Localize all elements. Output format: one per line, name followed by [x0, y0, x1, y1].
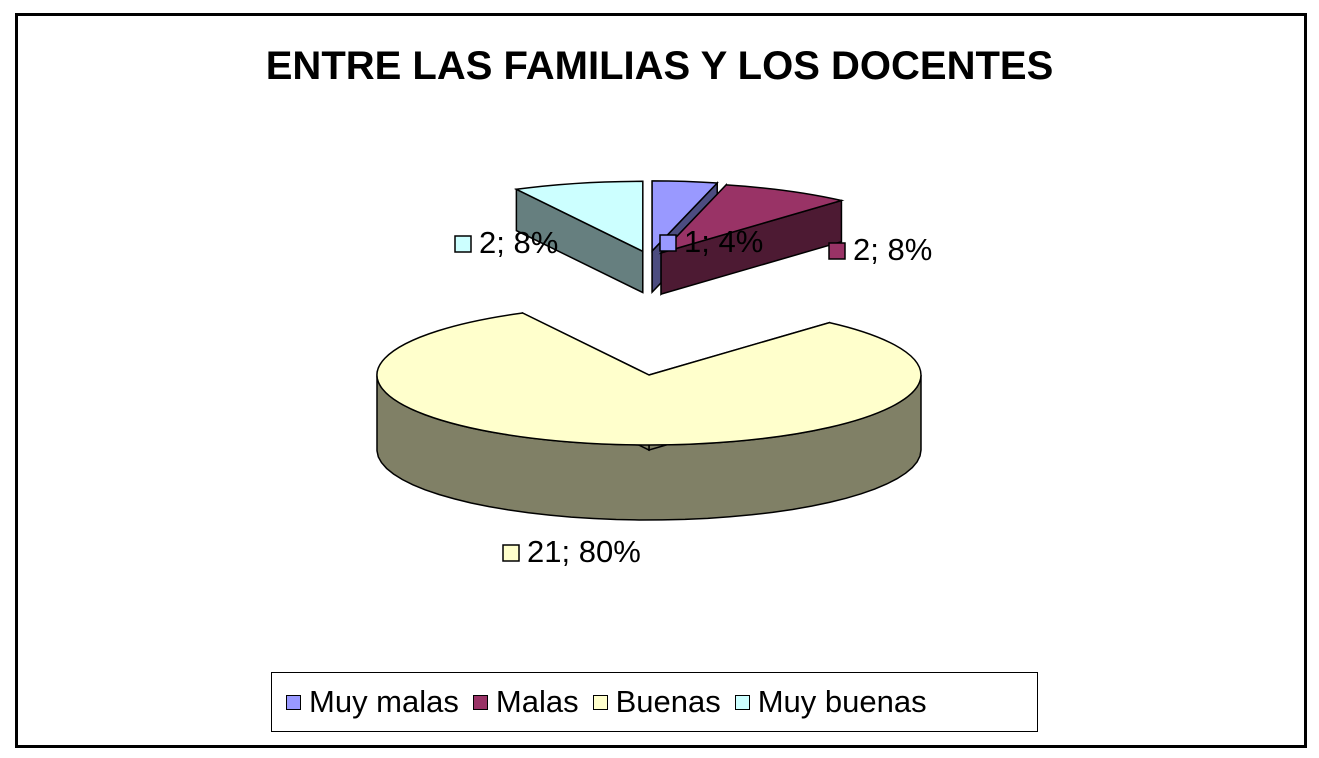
data-label-buenas: 21; 80%	[527, 534, 641, 569]
chart-title: ENTRE LAS FAMILIAS Y LOS DOCENTES	[265, 44, 1054, 88]
chart-legend: Muy malas Malas Buenas Muy buenas	[271, 672, 1038, 732]
data-label-malas: 2; 8%	[853, 232, 932, 267]
legend-item-muy-buenas: Muy buenas	[734, 684, 927, 720]
legend-swatch-malas	[472, 694, 488, 710]
legend-item-buenas: Buenas	[592, 684, 721, 720]
data-label-muy-buenas: 2; 8%	[479, 225, 558, 260]
legend-label-muy-malas: Muy malas	[309, 684, 459, 719]
pie-slice-buenas	[376, 312, 922, 446]
pie-slice-muy-malas	[651, 180, 719, 253]
pie-slice-malas	[658, 184, 845, 255]
data-label-key-malas	[828, 242, 846, 260]
legend-item-malas: Malas	[472, 684, 579, 720]
legend-item-muy-malas: Muy malas	[286, 684, 459, 720]
legend-label-malas: Malas	[495, 684, 579, 719]
legend-swatch-muy-malas	[286, 694, 301, 710]
data-label-key-muy-buenas	[454, 235, 472, 253]
pie-slice-muy-buenas	[513, 180, 644, 253]
data-label-key-buenas	[502, 544, 520, 562]
pie-data-labels: 1; 4% 2; 8% 21; 80% 2; 8%	[454, 224, 932, 569]
legend-label-muy-buenas: Muy buenas	[757, 684, 927, 719]
pie-top-layer	[376, 180, 922, 446]
legend-swatch-muy-buenas	[734, 694, 750, 710]
data-label-muy-malas: 1; 4%	[684, 224, 763, 259]
data-label-key-muy-malas	[659, 234, 677, 252]
legend-swatch-buenas	[592, 694, 608, 710]
legend-label-buenas: Buenas	[615, 684, 721, 719]
